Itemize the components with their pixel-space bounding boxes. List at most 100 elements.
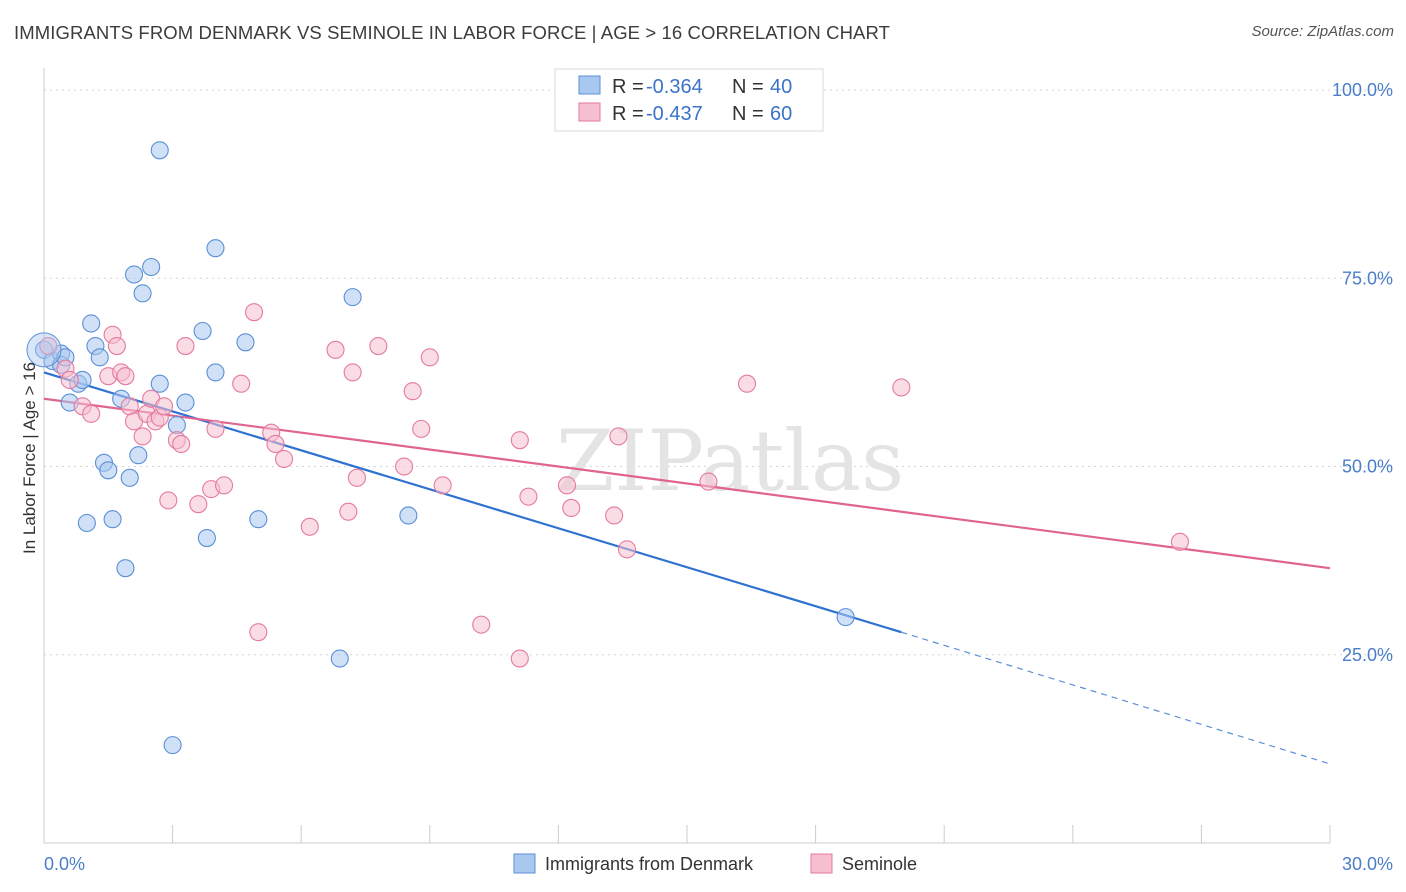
point-seminole (343, 363, 362, 382)
point-seminole (617, 540, 637, 559)
point-seminole (266, 434, 285, 453)
point-seminole (116, 367, 135, 386)
point-seminole (172, 434, 191, 453)
point-denmark (99, 461, 118, 480)
point-denmark (116, 559, 135, 578)
point-seminole (154, 397, 174, 416)
trend-line-denmark (43, 371, 902, 634)
x-tick-label-min: 0.0% (44, 854, 85, 874)
y-tick-label: 25.0% (1342, 645, 1393, 665)
trend-line-seminole (43, 397, 1331, 570)
point-seminole (403, 382, 422, 401)
point-denmark (206, 239, 225, 258)
source-label: Source: ZipAtlas.com (1251, 23, 1394, 40)
point-denmark (236, 333, 255, 352)
point-denmark (142, 257, 161, 277)
point-seminole (244, 303, 264, 322)
trend-line-extension (901, 631, 1331, 765)
y-tick-label: 100.0% (1332, 80, 1393, 100)
point-seminole (510, 649, 529, 668)
point-seminole (420, 348, 439, 367)
legend-n-value: 60 (770, 103, 792, 125)
point-seminole (39, 337, 58, 356)
legend-r-value: -0.437 (646, 103, 703, 125)
y-tick-labels: 25.0% 50.0% 75.0% 100.0% (1332, 80, 1393, 665)
point-seminole (347, 468, 366, 487)
point-seminole (120, 397, 139, 416)
grid-lines (44, 89, 1390, 656)
point-denmark (150, 141, 169, 160)
point-seminole (510, 431, 529, 450)
point-seminole (605, 506, 624, 525)
point-seminole (107, 337, 126, 356)
point-denmark (77, 513, 96, 533)
point-denmark (343, 288, 362, 307)
legend-n-label: N = (732, 76, 764, 98)
point-denmark (82, 314, 101, 333)
point-denmark (249, 510, 268, 529)
y-tick-label: 50.0% (1342, 457, 1393, 477)
point-seminole (609, 427, 628, 446)
point-seminole (214, 476, 234, 495)
point-denmark (167, 416, 186, 435)
point-denmark (133, 284, 152, 303)
point-seminole (249, 623, 268, 642)
legend-r-label: R = (612, 103, 644, 125)
point-seminole (892, 378, 911, 397)
point-denmark (197, 529, 216, 548)
point-denmark (176, 393, 195, 412)
bottom-legend-swatch (513, 853, 536, 874)
point-denmark (150, 374, 169, 393)
watermark: ZIPatlas (556, 412, 904, 510)
point-seminole (519, 487, 538, 506)
legend-n-label: N = (732, 103, 764, 125)
point-seminole (1170, 532, 1190, 551)
point-seminole (232, 374, 251, 393)
point-seminole (82, 404, 101, 423)
bottom-legend-label: Immigrants from Denmark (545, 854, 754, 874)
bottom-legend: Immigrants from Denmark Seminole (513, 853, 917, 874)
legend-box: R = -0.364 N = 40 R = -0.437 N = 60 (554, 68, 824, 132)
point-denmark (124, 265, 144, 284)
point-seminole (369, 337, 388, 356)
point-denmark (330, 649, 349, 668)
bottom-legend-swatch (810, 853, 833, 874)
legend-r-label: R = (612, 76, 644, 98)
point-seminole (737, 374, 757, 393)
point-seminole (176, 337, 195, 356)
point-denmark (103, 510, 122, 529)
x-tick-labels: 0.0% 30.0% (44, 854, 1393, 874)
point-denmark (193, 321, 212, 341)
point-seminole (472, 615, 491, 634)
axes (43, 68, 1331, 844)
point-denmark (836, 608, 855, 627)
y-axis-label: In Labor Force | Age > 16 (20, 362, 39, 554)
trend-lines (43, 371, 1331, 765)
chart-title: IMMIGRANTS FROM DENMARK VS SEMINOLE IN L… (14, 22, 891, 43)
point-seminole (189, 495, 208, 514)
point-seminole (300, 517, 319, 536)
point-denmark (206, 363, 225, 382)
y-tick-label: 75.0% (1342, 268, 1393, 288)
point-denmark (163, 736, 182, 755)
point-denmark (120, 468, 139, 487)
legend-swatch (578, 102, 601, 122)
point-seminole (562, 498, 581, 517)
legend-swatch (578, 75, 601, 95)
point-seminole (275, 449, 294, 469)
point-seminole (557, 476, 577, 495)
point-seminole (395, 457, 414, 476)
legend-r-value: -0.364 (646, 76, 703, 98)
point-seminole (159, 491, 178, 510)
x-tick-label-max: 30.0% (1342, 854, 1393, 874)
data-points (26, 141, 1190, 755)
point-seminole (326, 340, 345, 359)
point-seminole (339, 502, 358, 521)
point-denmark-large (26, 332, 62, 368)
point-seminole (699, 472, 718, 491)
point-seminole (60, 370, 79, 389)
point-denmark (90, 348, 109, 367)
legend-n-value: 40 (770, 76, 792, 98)
point-seminole (412, 419, 431, 438)
